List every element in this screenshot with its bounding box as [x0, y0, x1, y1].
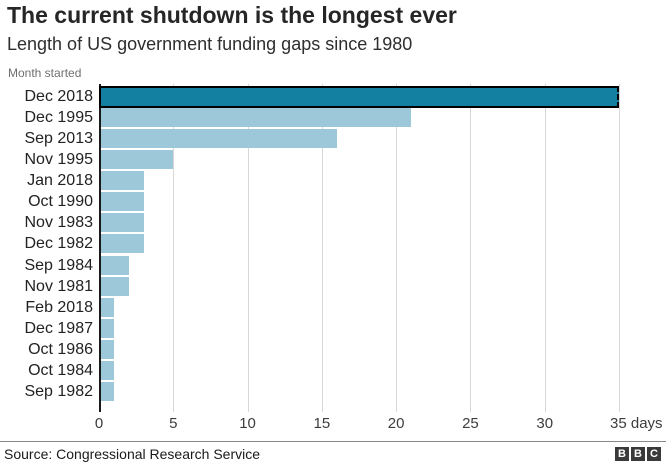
- bar-oct-1986: [101, 339, 114, 359]
- bar-dec-1995: [101, 108, 411, 128]
- axis-note-month-started: Month started: [8, 66, 82, 80]
- x-axis-tick-labels: 0 5 10 15 20 25 30 35 days: [0, 415, 666, 433]
- bar-sep-1982: [101, 381, 114, 401]
- bar-oct-1984: [101, 360, 114, 380]
- bar-nov-1981: [101, 276, 129, 296]
- x-tick-label-30: 30: [536, 415, 554, 432]
- category-label-feb-2018: Feb 2018: [25, 298, 93, 316]
- chart-title: The current shutdown is the longest ever: [7, 2, 457, 28]
- category-label-jan-2018: Jan 2018: [27, 172, 93, 190]
- gridline-10: [248, 84, 249, 412]
- category-label-oct-1984: Oct 1984: [28, 361, 93, 379]
- bar-nov-1983: [101, 213, 144, 233]
- x-tick-label-0: 0: [94, 415, 104, 432]
- bbc-logo-letter-3: C: [647, 447, 661, 461]
- bar-dec-1987: [101, 318, 114, 338]
- plot-area: [99, 84, 620, 412]
- x-tick-label-20: 20: [387, 415, 405, 432]
- footer-divider: [0, 441, 666, 442]
- x-tick-label-35: 35 days: [610, 415, 663, 432]
- bar-oct-1990: [101, 192, 144, 212]
- gridline-35: [619, 84, 620, 412]
- x-tick-label-15: 15: [313, 415, 331, 432]
- bar-dec-1982: [101, 234, 144, 254]
- category-label-dec-1995: Dec 1995: [24, 109, 94, 127]
- category-label-oct-1990: Oct 1990: [28, 193, 93, 211]
- category-label-sep-2013: Sep 2013: [24, 130, 93, 148]
- category-label-nov-1995: Nov 1995: [24, 151, 94, 169]
- bbc-logo-letter-1: B: [615, 447, 629, 461]
- x-tick-label-10: 10: [239, 415, 256, 432]
- bar-nov-1995: [101, 150, 173, 170]
- bar-sep-1984: [101, 255, 129, 275]
- bbc-logo-letter-2: B: [631, 447, 645, 461]
- y-axis-line: [99, 84, 101, 412]
- category-label-nov-1981: Nov 1981: [24, 277, 94, 295]
- bar-jan-2018: [101, 171, 144, 191]
- category-label-sep-1984: Sep 1984: [24, 256, 93, 274]
- gridline-30: [545, 84, 546, 412]
- category-label-dec-1982: Dec 1982: [24, 235, 94, 253]
- gridline-5: [173, 84, 174, 412]
- bar-chart: Dec 2018 Dec 1995 Sep 2013 Nov 1995 Jan 2018…: [0, 84, 666, 412]
- category-label-dec-1987: Dec 1987: [24, 319, 94, 337]
- gridline-25: [470, 84, 471, 412]
- source-credit: Source: Congressional Research Service: [4, 446, 261, 462]
- gridline-20: [396, 84, 397, 412]
- gridline-15: [322, 84, 323, 412]
- x-tick-label-25: 25: [462, 415, 479, 432]
- bar-sep-2013: [101, 129, 337, 149]
- category-label-sep-1982: Sep 1982: [24, 382, 93, 400]
- bar-feb-2018: [101, 297, 114, 317]
- bar-dec-2018: [99, 85, 619, 108]
- x-tick-label-5: 5: [169, 415, 178, 432]
- category-label-nov-1983: Nov 1983: [24, 214, 94, 232]
- category-label-dec-2018: Dec 2018: [24, 88, 94, 105]
- category-label-oct-1986: Oct 1986: [28, 340, 93, 358]
- chart-subtitle: Length of US government funding gaps sin…: [7, 34, 413, 54]
